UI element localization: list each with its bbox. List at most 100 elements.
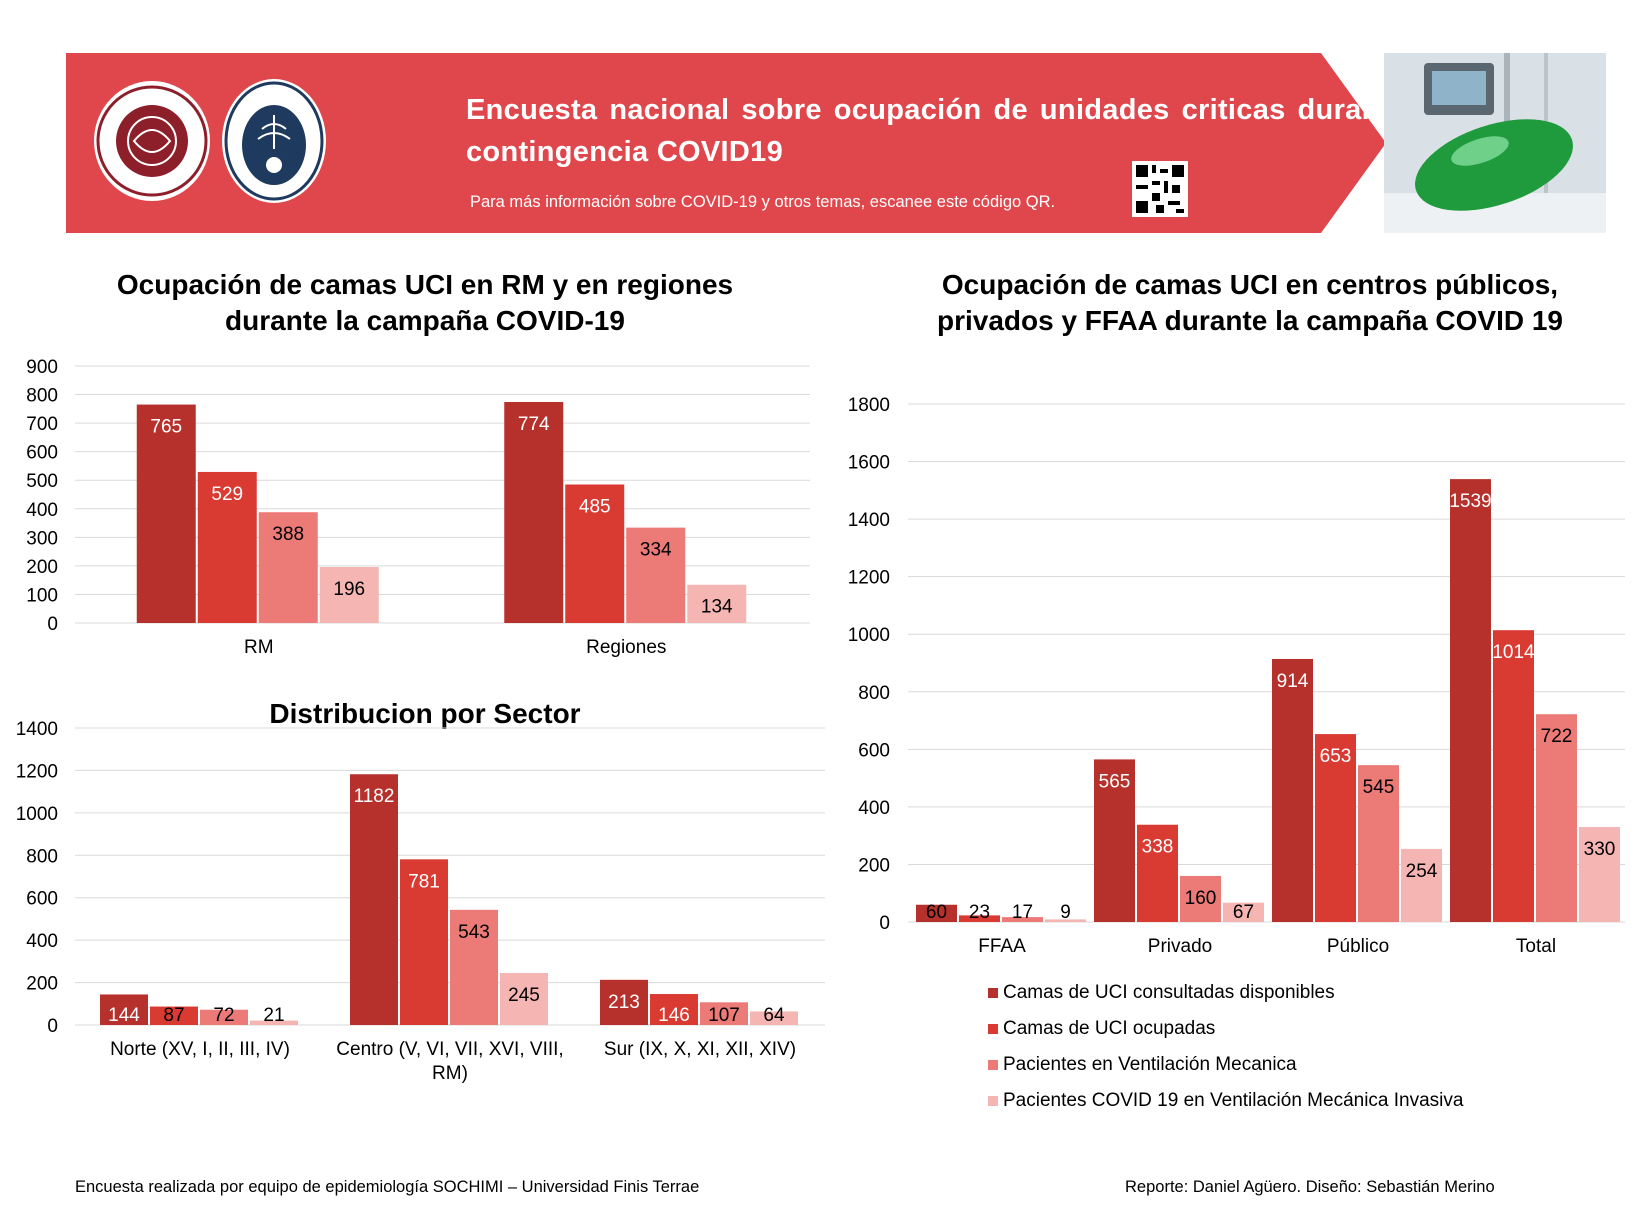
banner-subtitle: Para más información sobre COVID-19 y ot… — [470, 193, 1056, 211]
y-tick-label: 600 — [26, 443, 58, 464]
legend-label: Pacientes COVID 19 en Ventilación Mecáni… — [1003, 1090, 1464, 1111]
data-label: 774 — [518, 414, 550, 435]
bar — [197, 471, 257, 623]
bar — [1358, 765, 1399, 922]
chart-distribucion-sector: 0 200 400 600 800 1000 1200 1400 144 87 72 21 Norte … — [0, 719, 840, 1105]
data-label: 17 — [1012, 902, 1033, 923]
data-label: 9 — [1060, 902, 1071, 923]
category-label: RM) — [432, 1063, 468, 1084]
data-label: 485 — [579, 497, 611, 518]
chart-svg: 0 200 400 600 800 1000 1200 1400 144 87 72 21 Norte … — [16, 719, 825, 1084]
bar — [350, 774, 398, 1025]
legend-swatch — [988, 988, 998, 998]
legend-swatch — [988, 1024, 998, 1034]
data-label: 134 — [701, 597, 733, 618]
legend-item: Pacientes en Ventilación Mecanica — [988, 1047, 1463, 1083]
data-label: 87 — [163, 1005, 184, 1026]
bar — [1579, 827, 1620, 922]
bar — [1401, 848, 1442, 922]
y-tick-label: 800 — [858, 683, 890, 704]
footer-right: Reporte: Daniel Agüero. Diseño: Sebastiá… — [1125, 1178, 1495, 1196]
y-tick-label: 1200 — [16, 761, 58, 782]
chart2-title: Distribucion por Sector — [269, 698, 581, 729]
data-label: 722 — [1541, 726, 1573, 747]
y-tick-label: 600 — [858, 740, 890, 761]
data-label: 107 — [708, 1005, 740, 1026]
y-tick-label: 600 — [26, 889, 58, 910]
footer-left: Encuesta realizada por equipo de epidemi… — [75, 1178, 700, 1196]
data-label: 21 — [263, 1005, 284, 1026]
banner-title: Encuesta nacional sobre ocupación de uni… — [466, 94, 1406, 168]
data-label: 1539 — [1449, 491, 1491, 512]
y-tick-label: 0 — [879, 913, 890, 934]
data-label: 330 — [1584, 839, 1616, 860]
bar — [100, 994, 148, 1025]
data-label: 914 — [1277, 671, 1309, 692]
bar — [650, 994, 698, 1025]
bar — [916, 904, 957, 922]
data-label: 72 — [213, 1005, 234, 1026]
data-label: 67 — [1233, 902, 1254, 923]
data-label: 543 — [458, 922, 490, 943]
bar — [1493, 630, 1534, 922]
category-label: FFAA — [978, 936, 1026, 957]
bar — [1002, 917, 1043, 922]
bar — [400, 859, 448, 1025]
bar — [150, 1006, 198, 1025]
data-label: 213 — [608, 992, 640, 1013]
y-tick-label: 200 — [26, 557, 58, 578]
chart1-title: Ocupación de camas UCI en RM y en region… — [116, 269, 734, 336]
bar — [1272, 658, 1313, 922]
bar — [600, 979, 648, 1025]
data-label: 338 — [1142, 837, 1174, 858]
legend-swatch — [988, 1060, 998, 1070]
data-label: 245 — [508, 985, 540, 1006]
legend-swatch — [988, 1096, 998, 1106]
chart3-title: Ocupación de camas UCI en centros públic… — [936, 269, 1564, 336]
category-label: Regiones — [586, 637, 666, 658]
bar — [1094, 759, 1135, 922]
data-label: 64 — [763, 1005, 785, 1026]
category-label: Total — [1516, 936, 1556, 957]
data-label: 254 — [1406, 861, 1438, 882]
legend-item: Camas de UCI ocupadas — [988, 1011, 1463, 1047]
category-label: RM — [244, 637, 274, 658]
y-tick-label: 200 — [858, 855, 890, 876]
data-label: 1182 — [354, 786, 395, 807]
chart-centros: 0 200 400 600 800 1000 1200 1400 1600 1800 60 23 17 9… — [830, 390, 1630, 965]
y-tick-label: 1200 — [848, 568, 890, 589]
y-tick-label: 300 — [26, 528, 58, 549]
category-label: Norte (XV, I, II, III, IV) — [110, 1039, 290, 1060]
universidad-finis-terrae-logo — [222, 79, 326, 203]
data-label: 146 — [658, 1005, 690, 1026]
data-label: 196 — [333, 579, 365, 600]
y-tick-label: 800 — [26, 386, 58, 407]
bar — [200, 1009, 248, 1025]
category-label: Sur (IX, X, XI, XII, XIV) — [604, 1039, 796, 1060]
data-label: 60 — [926, 902, 947, 923]
category-label: Público — [1327, 936, 1389, 957]
bar — [450, 909, 498, 1025]
y-tick-label: 0 — [47, 614, 58, 635]
data-label: 1014 — [1492, 642, 1535, 663]
bar — [1315, 734, 1356, 922]
bar — [1180, 875, 1221, 922]
y-tick-label: 500 — [26, 471, 58, 492]
chart-rm-regiones: 0 100 200 300 400 500 600 700 800 900 765 529 388 196… — [0, 350, 820, 675]
ventilator-photo — [1384, 53, 1606, 233]
legend-item: Pacientes COVID 19 en Ventilación Mecáni… — [988, 1083, 1463, 1119]
y-tick-label: 0 — [47, 1016, 58, 1037]
legend-label: Camas de UCI consultadas disponibles — [1003, 982, 1335, 1003]
bar — [319, 567, 379, 623]
bar — [1450, 479, 1491, 922]
y-tick-label: 1600 — [848, 453, 890, 474]
data-label: 545 — [1363, 777, 1395, 798]
bar — [500, 973, 548, 1025]
bar — [565, 484, 625, 623]
bar — [136, 404, 196, 623]
data-label: 23 — [969, 902, 990, 923]
legend-label: Camas de UCI ocupadas — [1003, 1018, 1216, 1039]
bar — [700, 1002, 748, 1025]
sochimi-logo — [94, 81, 210, 201]
y-tick-label: 700 — [26, 414, 58, 435]
